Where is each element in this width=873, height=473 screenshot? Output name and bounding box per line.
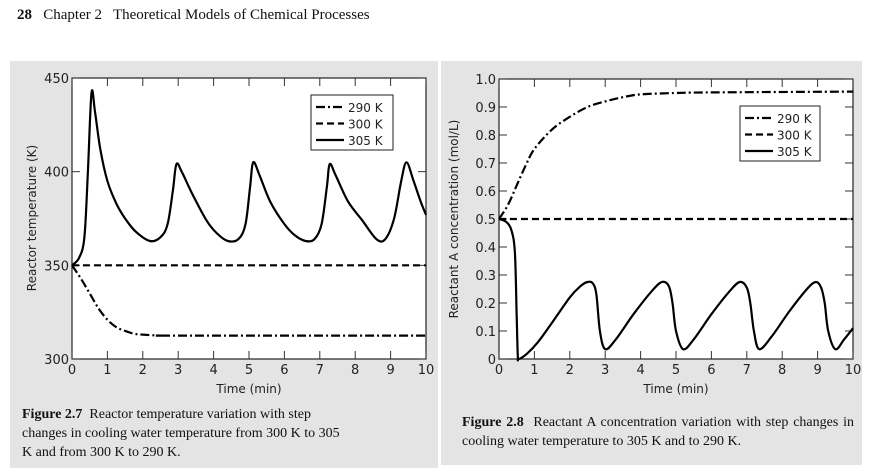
y-axis-label: Reactant A concentration (mol/L) — [447, 120, 461, 319]
series-line-305k — [71, 89, 428, 267]
y-tick-label: 450 — [44, 72, 69, 87]
chart-2: 0 1 2 3 4 5 6 7 8 9 10 0 0.1 0.2 0.3 0.4 0.5 0.6 0.7 0.8 0.9… — [447, 73, 861, 396]
x-tick-label: 5 — [672, 363, 680, 378]
x-tick-label: 10 — [845, 363, 862, 378]
x-tick-label: 5 — [245, 363, 253, 378]
y-tick-label: 350 — [44, 259, 69, 274]
x-tick-label: 0 — [495, 363, 503, 378]
y-tick-label: 1.0 — [475, 73, 496, 88]
x-tick-label: 0 — [68, 363, 76, 378]
page-number: 28 — [17, 7, 32, 23]
chart-1: 0 1 2 3 4 5 6 7 8 9 10 300 350 400 450 Time (min) Reacto… — [25, 72, 434, 396]
y-tick-label: 300 — [44, 353, 69, 368]
legend-label: 300 K — [348, 118, 384, 132]
x-tick-label: 9 — [386, 363, 394, 378]
y-tick-label: 400 — [44, 166, 69, 181]
legend: 290 K 300 K 305 K — [310, 94, 394, 151]
x-tick-label: 6 — [707, 363, 715, 378]
y-tick-label: 0.2 — [475, 297, 496, 312]
x-tick-label: 2 — [566, 363, 574, 378]
figure-label: Figure 2.7 — [22, 407, 83, 422]
x-tick-label: 2 — [139, 363, 147, 378]
figure-caption-2-7: Figure 2.7 Reactor temperature variation… — [22, 405, 342, 462]
figure-label: Figure 2.8 — [462, 415, 524, 430]
series-line-290k — [498, 90, 854, 220]
legend-label: 305 K — [777, 145, 813, 159]
x-tick-label: 1 — [103, 363, 111, 378]
y-tick-label: 0.4 — [475, 241, 496, 256]
legend-label: 300 K — [777, 129, 813, 143]
y-tick-label: 0.1 — [475, 325, 496, 340]
y-axis-label: Reactor temperature (K) — [25, 145, 39, 291]
legend-label: 305 K — [348, 134, 384, 148]
x-tick-label: 3 — [601, 363, 609, 378]
x-tick-label: 7 — [316, 363, 324, 378]
caption-text: Reactor temperature variation with step … — [22, 407, 340, 460]
y-tick-label: 0.7 — [475, 157, 496, 172]
x-tick-label: 6 — [280, 363, 288, 378]
x-tick-label: 4 — [636, 363, 644, 378]
y-tick-label: 0.3 — [475, 269, 496, 284]
x-tick-label: 4 — [209, 363, 217, 378]
x-tick-label: 3 — [174, 363, 182, 378]
x-tick-label: 8 — [778, 363, 786, 378]
figure-caption-2-8: Figure 2.8 Reactant A concentration vari… — [462, 413, 854, 451]
x-tick-label: 10 — [418, 363, 435, 378]
y-tick-label: 0 — [488, 353, 496, 368]
series-line-305k — [498, 217, 854, 362]
chapter-title: Theoretical Models of Chemical Processes — [112, 7, 370, 23]
y-tick-label: 0.5 — [475, 213, 496, 228]
x-tick-label: 8 — [351, 363, 359, 378]
legend: 290 K 300 K 305 K — [739, 105, 821, 162]
chapter-label: Chapter 2 — [43, 7, 102, 23]
x-tick-label: 1 — [530, 363, 538, 378]
x-tick-label: 7 — [743, 363, 751, 378]
y-tick-label: 0.9 — [475, 101, 496, 116]
x-tick-label: 9 — [813, 363, 821, 378]
caption-text: Reactant A concentration variation with … — [462, 415, 855, 449]
y-tick-label: 0.8 — [475, 129, 496, 144]
legend-label: 290 K — [777, 112, 813, 126]
page-header: 28 Chapter 2 Theoretical Models of Chemi… — [17, 7, 370, 24]
legend-label: 290 K — [348, 101, 384, 115]
x-axis-label: Time (min) — [215, 382, 281, 396]
x-axis-label: Time (min) — [642, 382, 708, 396]
y-tick-label: 0.6 — [475, 185, 496, 200]
series-line-290k — [71, 264, 426, 337]
